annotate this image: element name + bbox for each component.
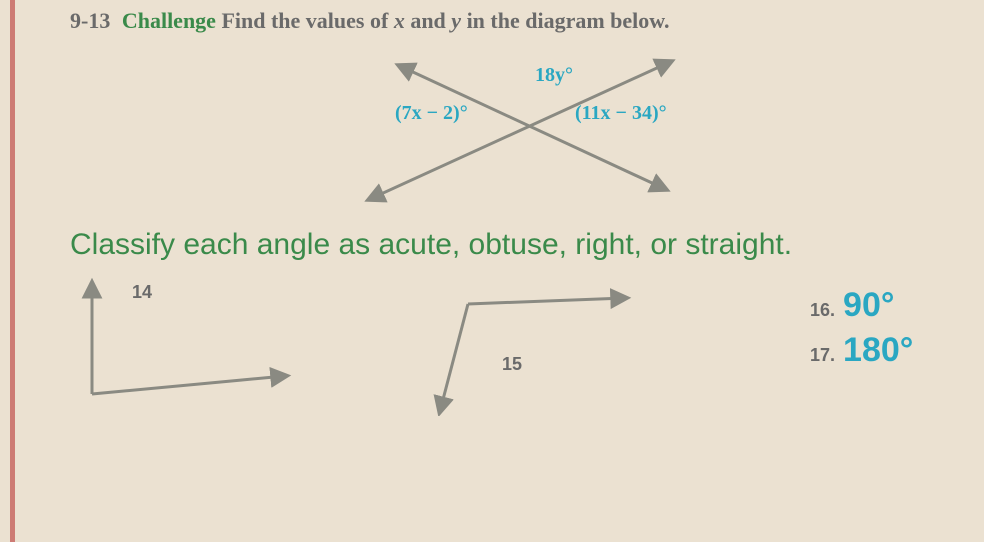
q15-cell: 15	[400, 276, 640, 416]
section-title: Classify each angle as acute, obtuse, ri…	[70, 228, 954, 262]
questions-row: 14 15	[70, 276, 954, 416]
answer-16-value: 90°	[843, 286, 894, 325]
q14-cell: 14	[70, 276, 310, 416]
q15-number: 15	[502, 354, 522, 375]
question-range: 9-13	[70, 8, 110, 33]
answer-17-value: 180°	[843, 331, 913, 370]
var-x: x	[394, 8, 405, 33]
x-lines-svg	[340, 44, 700, 214]
var-y: y	[451, 8, 461, 33]
angle-label-left: (7x − 2)°	[395, 102, 468, 125]
answers-block: 16. 90° 17. 180°	[810, 286, 913, 376]
angle-label-right: (11x − 34)°	[575, 102, 667, 125]
prompt-mid: and	[405, 8, 451, 33]
answer-17-num: 17.	[810, 345, 835, 366]
answer-16-num: 16.	[810, 300, 835, 321]
prompt-suffix: in the diagram below.	[461, 8, 669, 33]
answer-16: 16. 90°	[810, 286, 913, 325]
q14-angle-svg	[70, 276, 310, 416]
answer-17: 17. 180°	[810, 331, 913, 370]
challenge-header: 9-13 Challenge Find the values of x and …	[70, 8, 954, 34]
prompt-prefix: Find the values of	[221, 8, 393, 33]
angle-label-top: 18y°	[535, 64, 573, 87]
q15-angle-svg	[400, 276, 640, 416]
left-margin-rule	[10, 0, 15, 542]
q14-number: 14	[132, 282, 152, 303]
page: 9-13 Challenge Find the values of x and …	[0, 0, 984, 416]
challenge-tag: Challenge	[122, 8, 216, 33]
intersecting-lines-diagram: 18y° (7x − 2)° (11x − 34)°	[340, 44, 954, 224]
